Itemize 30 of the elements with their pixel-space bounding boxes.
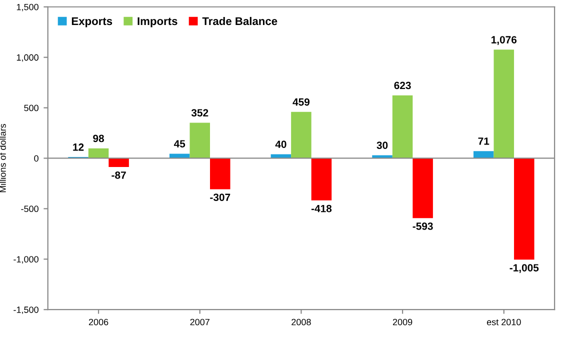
y-tick-label: 1,500 — [16, 4, 38, 12]
x-tick-label: 2006 — [88, 318, 108, 326]
data-label: 12 — [73, 143, 84, 151]
y-tick-label: 0 — [34, 155, 38, 162]
data-label: 40 — [275, 140, 286, 148]
data-label: 352 — [191, 109, 208, 117]
x-tick-label: 2009 — [392, 318, 412, 326]
x-tick-label: 2008 — [292, 318, 311, 326]
data-label: 1,076 — [492, 36, 517, 45]
legend-label: Imports — [138, 17, 178, 28]
data-label: 459 — [292, 98, 310, 106]
data-label: -307 — [210, 194, 230, 202]
data-label: 30 — [376, 142, 388, 149]
legend-label: Exports — [72, 17, 112, 28]
data-label: 623 — [394, 82, 411, 90]
legend-label: Trade Balance — [202, 16, 278, 26]
data-label: -418 — [311, 204, 332, 212]
data-label: -1,005 — [510, 264, 539, 273]
data-label: 45 — [174, 140, 186, 148]
y-tick-label: -500 — [21, 206, 38, 212]
data-label: 71 — [478, 138, 490, 145]
y-tick-label: 500 — [24, 104, 38, 112]
y-tick-label: -1,500 — [14, 306, 38, 314]
y-tick-label: 1,000 — [16, 54, 38, 62]
data-label: -87 — [112, 171, 126, 179]
data-label: -593 — [412, 222, 433, 230]
y-tick-label: -1,000 — [14, 256, 38, 264]
data-label: 98 — [93, 134, 104, 142]
x-tick-label: 2007 — [190, 318, 210, 326]
x-tick-label: est 2010 — [486, 318, 521, 326]
